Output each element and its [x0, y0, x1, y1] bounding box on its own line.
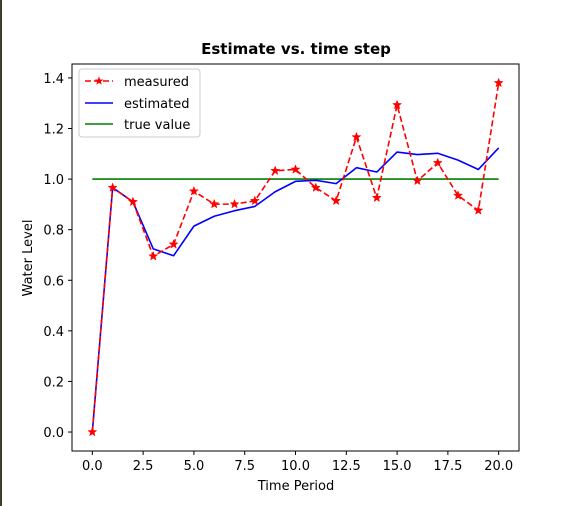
x-tick-label: 17.5 [433, 459, 462, 474]
data-point-measured [290, 164, 301, 174]
data-point-measured [452, 190, 464, 200]
x-axis: 0.0 2.5 5.0 7.5 10.0 12.5 15.0 17.5 20.0 [82, 451, 513, 474]
data-point-measured [412, 175, 423, 186]
data-point-measured [493, 77, 504, 88]
data-point-measured [188, 185, 199, 196]
y-axis-label: Water Level [21, 220, 36, 297]
legend-star-marker [94, 76, 104, 85]
y-tick-label: 0.2 [43, 375, 64, 390]
y-tick-label: 1.4 [43, 72, 64, 87]
legend-entry-measured: measured [85, 75, 189, 90]
x-axis-label: Time Period [257, 479, 334, 494]
x-tick-label: 5.0 [184, 459, 205, 474]
legend-label-true-value: true value [124, 118, 190, 133]
legend-label-measured: measured [124, 75, 189, 90]
data-point-measured [229, 198, 240, 209]
y-tick-label: 0.4 [43, 325, 64, 340]
y-axis: 0.0 0.2 0.4 0.6 0.8 1.0 1.2 1.4 [43, 72, 72, 441]
x-tick-label: 2.5 [133, 459, 154, 474]
series-line-estimated [91, 147, 500, 433]
legend-entry-estimated: estimated [85, 97, 189, 112]
x-tick-label: 15.0 [383, 459, 412, 474]
series-layer [87, 77, 504, 437]
x-tick-label: 0.0 [82, 459, 103, 474]
data-point-measured [331, 195, 342, 206]
legend-entry-true-value: true value [85, 118, 190, 133]
legend-frame [78, 68, 201, 138]
data-point-measured [371, 192, 382, 203]
window-left-edge [0, 0, 2, 506]
data-point-measured [351, 131, 362, 142]
chart-title: Estimate vs. time step [201, 40, 391, 58]
data-point-measured [107, 182, 118, 192]
data-point-measured [473, 205, 484, 215]
legend: measured estimated true value [78, 68, 201, 138]
data-point-measured [270, 165, 281, 176]
x-tick-label: 7.5 [234, 459, 255, 474]
x-tick-label: 20.0 [484, 459, 513, 474]
data-point-measured [209, 198, 220, 209]
data-point-measured [168, 239, 179, 249]
y-tick-label: 1.0 [43, 173, 64, 188]
data-point-measured [310, 182, 321, 192]
y-tick-label: 0.0 [43, 426, 64, 441]
series-line-measured [91, 82, 500, 433]
x-tick-label: 10.0 [281, 459, 310, 474]
y-tick-label: 1.2 [43, 123, 64, 138]
data-point-measured [127, 196, 139, 207]
y-tick-label: 0.6 [43, 274, 64, 289]
y-tick-label: 0.8 [43, 224, 64, 239]
data-point-measured [87, 426, 98, 437]
x-tick-label: 12.5 [332, 459, 361, 474]
data-point-measured [432, 157, 443, 168]
legend-label-estimated: estimated [124, 97, 189, 112]
data-point-measured [392, 99, 403, 110]
data-point-measured [148, 250, 159, 261]
data-point-measured [249, 195, 260, 206]
